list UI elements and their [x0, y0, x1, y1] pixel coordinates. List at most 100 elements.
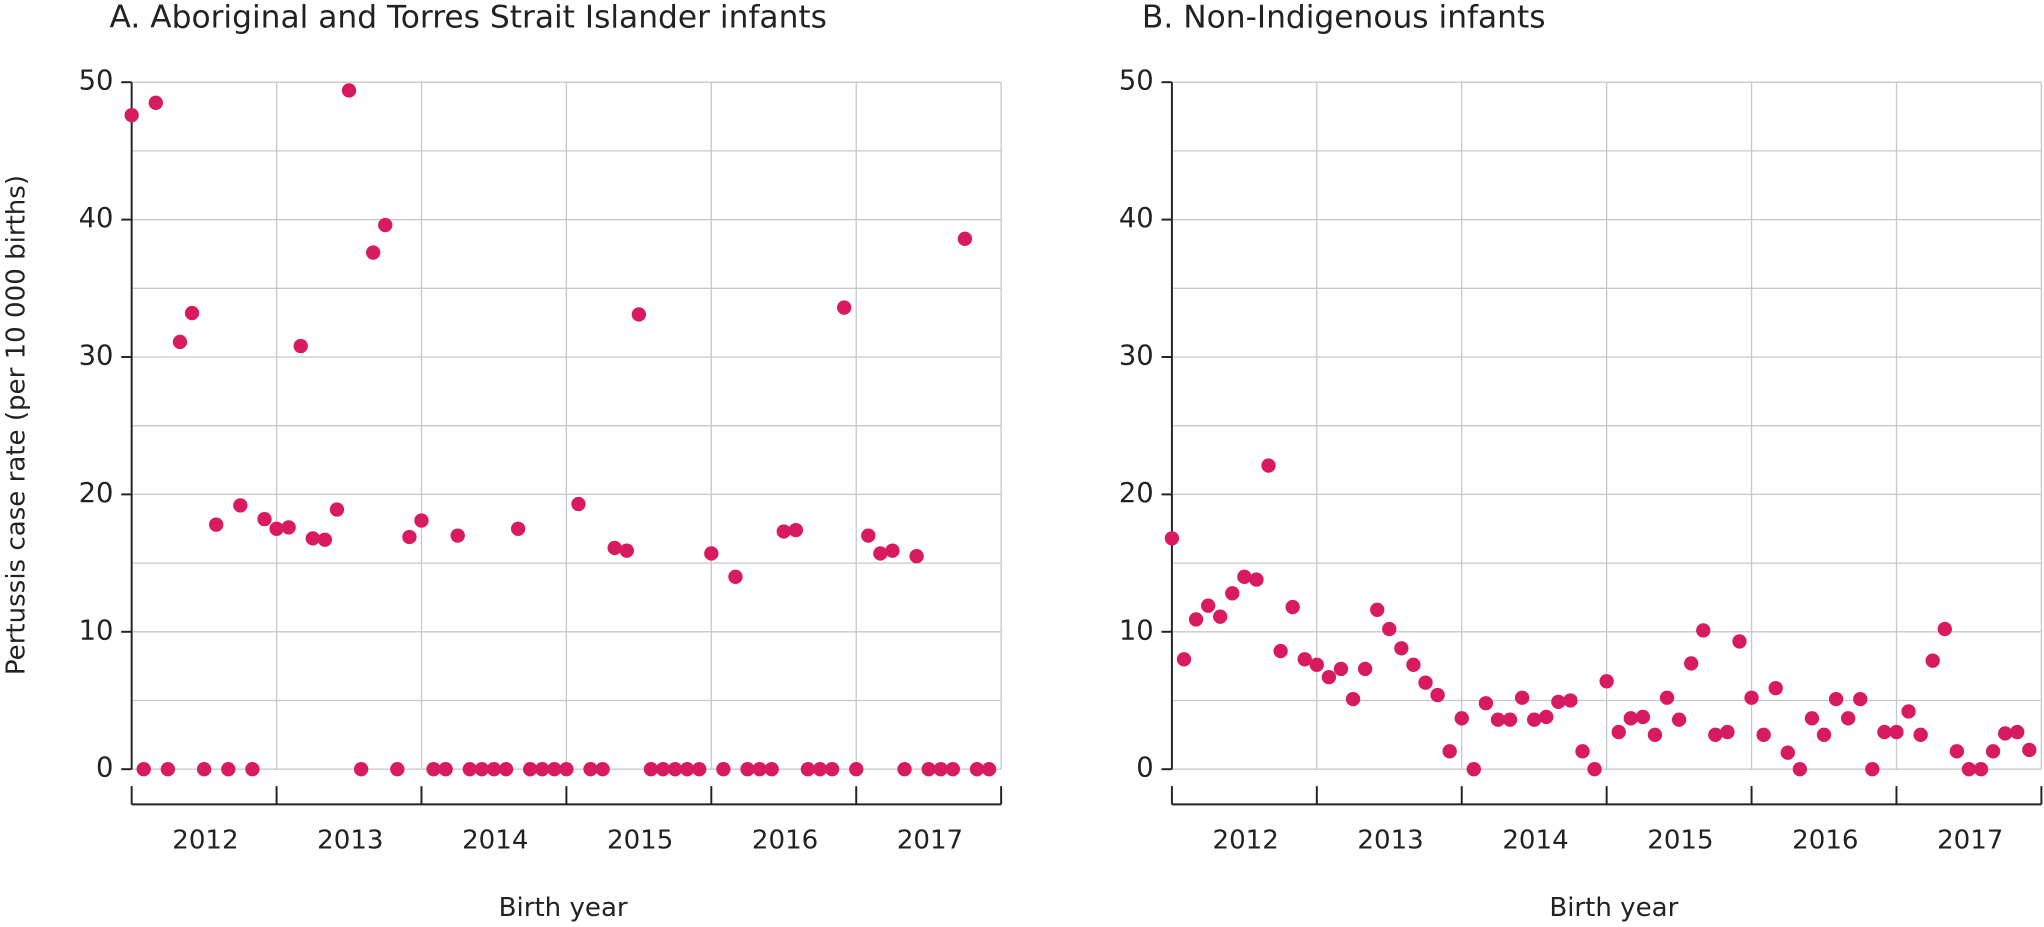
point: [209, 517, 224, 532]
point: [1961, 762, 1977, 777]
y-tick-label: 30: [79, 340, 114, 371]
point: [136, 762, 151, 777]
point: [1321, 669, 1337, 685]
point: [1792, 762, 1808, 777]
x-tick-label: 2016: [752, 825, 818, 855]
point: [233, 498, 248, 513]
point: [1478, 696, 1494, 711]
point: [1732, 634, 1747, 649]
point: [1466, 762, 1481, 777]
point: [1333, 661, 1349, 677]
point: [1949, 744, 1965, 759]
point: [800, 762, 816, 777]
point: [221, 762, 236, 777]
point: [1273, 643, 1288, 659]
point: [1623, 711, 1638, 726]
point: [1261, 458, 1276, 473]
point: [1756, 727, 1771, 743]
point: [1345, 691, 1361, 707]
point: [1225, 586, 1240, 601]
point: [1696, 623, 1711, 638]
point: [1780, 745, 1795, 760]
point: [1502, 712, 1518, 727]
point: [462, 762, 477, 777]
point: [1865, 762, 1880, 777]
point: [716, 762, 731, 777]
point: [1188, 612, 1204, 627]
y-tick-label: 40: [79, 203, 114, 234]
point: [1514, 690, 1530, 705]
point: [945, 762, 961, 777]
point: [148, 95, 163, 110]
point: [1816, 727, 1832, 743]
y-tick-label: 10: [1119, 615, 1154, 646]
point: [679, 762, 695, 777]
point: [1671, 712, 1687, 727]
point: [1973, 762, 1989, 777]
point: [1442, 744, 1457, 759]
point: [1454, 711, 1469, 726]
point: [752, 762, 767, 777]
point: [812, 762, 828, 777]
point: [1309, 657, 1324, 672]
point: [909, 549, 924, 564]
point: [172, 334, 188, 350]
point: [631, 307, 647, 322]
point: [897, 762, 912, 777]
point: [353, 762, 369, 777]
point: [293, 338, 308, 354]
point: [643, 762, 659, 777]
chart-title: A. Aboriginal and Torres Strait Islander…: [110, 0, 827, 35]
point: [426, 762, 441, 777]
point: [1877, 724, 1892, 740]
point: [704, 546, 719, 561]
point: [619, 543, 634, 558]
point: [160, 762, 176, 777]
point: [1539, 709, 1554, 725]
point: [1611, 724, 1626, 740]
point: [1708, 727, 1723, 743]
point: [196, 762, 212, 777]
y-tick-label: 30: [1119, 340, 1154, 371]
point: [1418, 675, 1433, 690]
point: [981, 762, 997, 777]
point: [1285, 599, 1300, 615]
point: [438, 762, 453, 777]
point: [1828, 691, 1844, 707]
point: [269, 521, 284, 536]
point: [957, 231, 973, 247]
y-tick-label: 40: [1119, 203, 1154, 234]
y-tick-label: 50: [1119, 66, 1154, 97]
point: [1563, 693, 1578, 708]
point: [329, 502, 345, 517]
point: [921, 762, 936, 777]
x-tick-label: 2012: [1213, 825, 1279, 855]
point: [583, 762, 598, 777]
y-tick-label: 0: [96, 753, 113, 784]
point: [1430, 687, 1445, 703]
point: [764, 762, 779, 777]
point: [861, 528, 876, 543]
point: [571, 496, 586, 512]
point: [523, 762, 538, 777]
point: [692, 762, 707, 777]
point: [414, 513, 429, 528]
point: [281, 520, 296, 535]
point: [1647, 727, 1663, 743]
point: [1357, 661, 1373, 677]
point: [1937, 621, 1952, 637]
x-axis-label: Birth year: [499, 893, 628, 923]
point: [1744, 690, 1759, 705]
point: [1889, 724, 1904, 740]
x-tick-label: 2016: [1792, 825, 1858, 855]
x-tick-label: 2014: [1502, 825, 1568, 855]
point: [1635, 709, 1651, 725]
x-tick-label: 2014: [462, 825, 528, 855]
point: [885, 543, 900, 558]
x-tick-label: 2012: [172, 825, 238, 855]
point: [1551, 694, 1566, 710]
point: [474, 762, 490, 777]
x-tick-label: 2015: [1647, 825, 1713, 855]
x-tick-label: 2013: [1357, 825, 1423, 855]
